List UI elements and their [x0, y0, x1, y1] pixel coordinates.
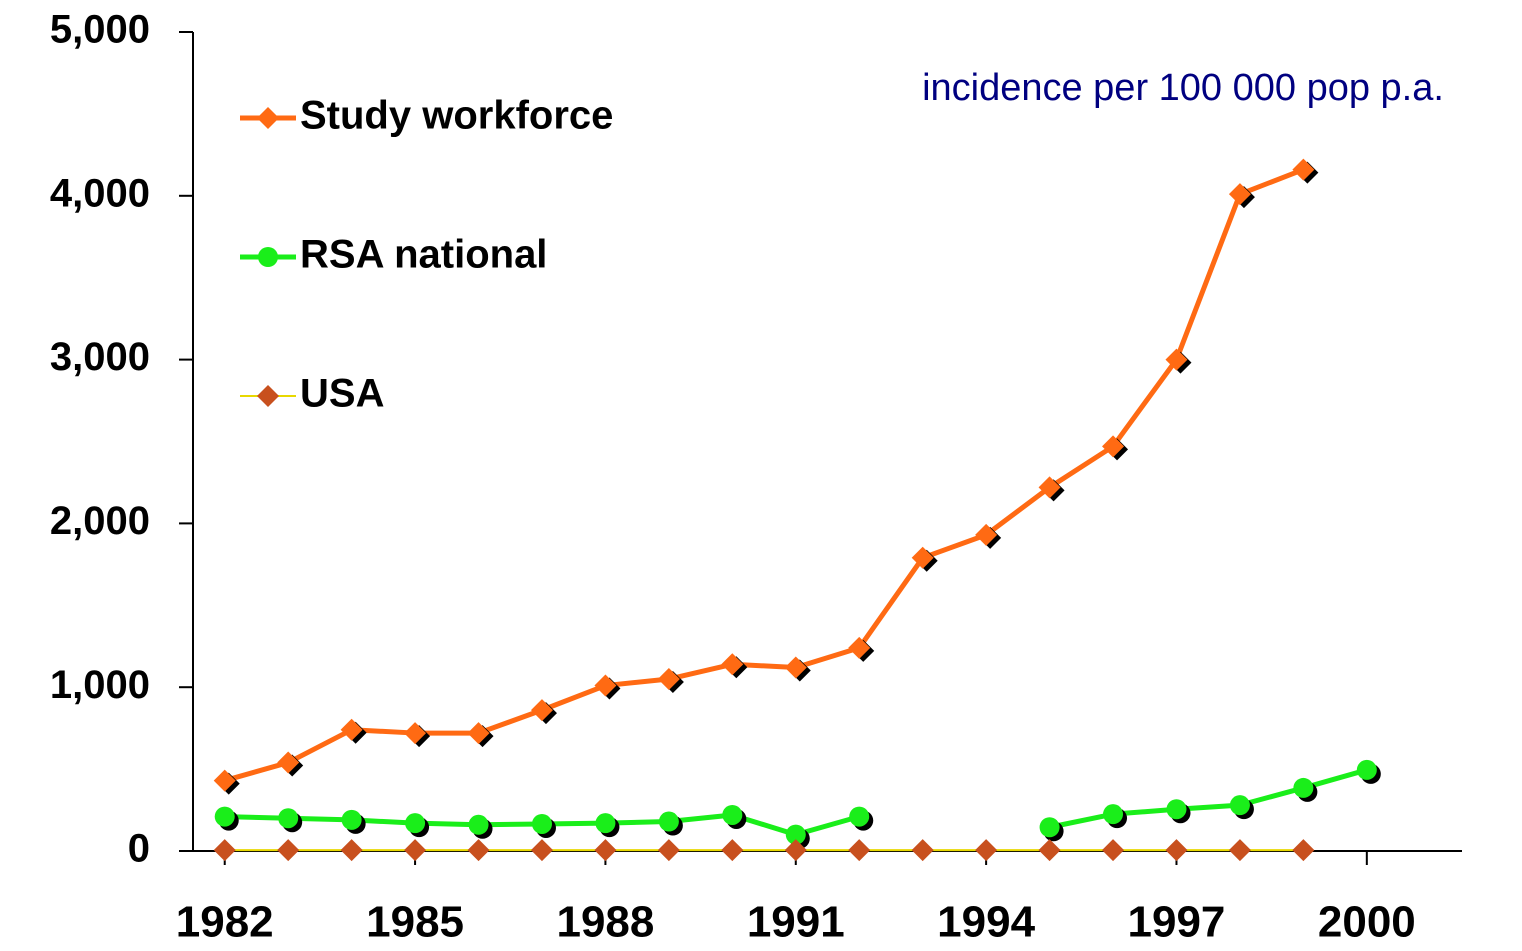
data-point — [278, 808, 299, 829]
legend-marker — [257, 107, 279, 129]
x-tick-label: 1985 — [366, 898, 464, 947]
data-point — [849, 806, 870, 827]
legend-marker — [257, 385, 279, 407]
legend-marker — [258, 247, 278, 267]
data-point — [1292, 839, 1315, 862]
x-tick-label: 2000 — [1318, 898, 1416, 947]
data-point — [657, 668, 680, 691]
data-point — [404, 722, 427, 745]
data-point — [1292, 158, 1315, 181]
annotation: incidence per 100 000 pop p.a. — [922, 67, 1444, 109]
legend-label: USA — [300, 372, 384, 416]
data-point — [404, 839, 427, 862]
data-point — [277, 751, 300, 774]
data-point — [1103, 804, 1124, 825]
x-tick-label: 1997 — [1128, 898, 1226, 947]
series-line — [1049, 767, 1368, 830]
data-point — [468, 814, 489, 835]
data-point — [594, 839, 617, 862]
data-point — [1228, 839, 1251, 862]
data-point — [340, 839, 363, 862]
data-point — [658, 811, 679, 832]
data-point — [1102, 435, 1125, 458]
data-point — [911, 546, 934, 569]
data-point — [1165, 839, 1188, 862]
data-point — [785, 824, 806, 845]
y-tick-label: 5,000 — [50, 8, 150, 52]
x-tick-label: 1982 — [176, 898, 274, 947]
data-point — [911, 839, 934, 862]
data-point — [530, 699, 553, 722]
data-point — [277, 839, 300, 862]
x-tick-label: 1991 — [747, 898, 845, 947]
data-point — [1165, 348, 1188, 371]
data-point — [975, 839, 998, 862]
data-point — [213, 839, 236, 862]
y-tick-label: 4,000 — [50, 171, 150, 215]
data-point — [1229, 795, 1250, 816]
data-point — [721, 839, 744, 862]
data-point — [1166, 799, 1187, 820]
data-point — [1038, 476, 1061, 499]
series-line — [224, 167, 1305, 783]
y-tick-label: 1,000 — [50, 663, 150, 707]
data-point — [975, 523, 998, 546]
data-point — [595, 813, 616, 834]
legend-label: RSA national — [300, 233, 547, 277]
data-point — [467, 839, 490, 862]
data-point — [1356, 759, 1377, 780]
data-point — [405, 813, 426, 834]
data-point — [214, 806, 235, 827]
x-tick-label: 1994 — [937, 898, 1035, 947]
data-point — [467, 722, 490, 745]
data-point — [848, 839, 871, 862]
data-point — [1102, 839, 1125, 862]
y-tick-label: 3,000 — [50, 335, 150, 379]
data-point — [341, 809, 362, 830]
data-point — [1228, 183, 1251, 206]
x-tick-label: 1988 — [556, 898, 654, 947]
y-tick-label: 0 — [128, 827, 150, 871]
data-point — [1293, 777, 1314, 798]
data-point — [213, 769, 236, 792]
data-point — [340, 718, 363, 741]
data-point — [657, 839, 680, 862]
y-tick-label: 2,000 — [50, 499, 150, 543]
data-point — [530, 839, 553, 862]
data-point — [784, 656, 807, 679]
data-point — [594, 674, 617, 697]
data-point — [531, 813, 552, 834]
data-point — [721, 653, 744, 676]
data-point — [1038, 839, 1061, 862]
data-point — [784, 839, 807, 862]
legend-label: Study workforce — [300, 94, 613, 138]
data-point — [1039, 817, 1060, 838]
data-point — [722, 804, 743, 825]
data-point — [848, 636, 871, 659]
